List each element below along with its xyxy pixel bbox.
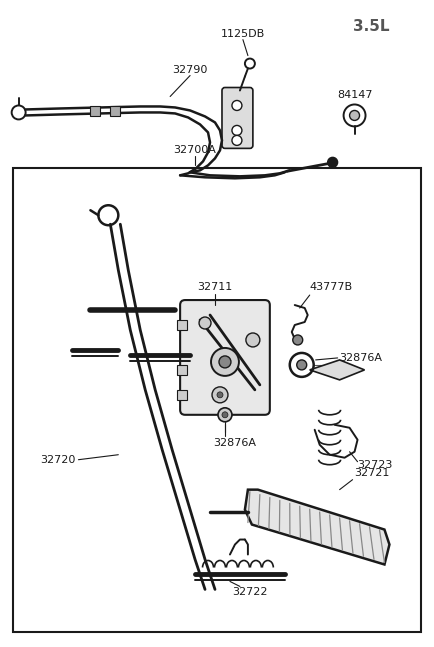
Text: 84147: 84147 xyxy=(337,91,372,100)
Bar xyxy=(177,390,187,400)
Circle shape xyxy=(218,408,232,422)
Text: 32723: 32723 xyxy=(358,460,393,470)
Circle shape xyxy=(246,333,260,347)
Circle shape xyxy=(232,100,242,111)
Bar xyxy=(177,365,187,375)
Circle shape xyxy=(232,126,242,135)
Circle shape xyxy=(212,387,228,403)
Bar xyxy=(13,168,421,632)
FancyBboxPatch shape xyxy=(180,300,270,415)
Text: 32876A: 32876A xyxy=(340,353,383,363)
Text: 3.5L: 3.5L xyxy=(353,19,389,34)
Circle shape xyxy=(217,392,223,398)
Circle shape xyxy=(199,317,211,329)
Circle shape xyxy=(293,335,303,345)
Circle shape xyxy=(232,135,242,146)
Circle shape xyxy=(211,348,239,376)
Text: 1125DB: 1125DB xyxy=(221,28,265,39)
Polygon shape xyxy=(245,490,389,564)
Circle shape xyxy=(349,111,359,120)
Text: 43777B: 43777B xyxy=(310,282,353,292)
Circle shape xyxy=(328,157,338,168)
Text: 32711: 32711 xyxy=(197,282,233,292)
Bar xyxy=(110,107,120,116)
FancyBboxPatch shape xyxy=(222,87,253,148)
Circle shape xyxy=(219,356,231,368)
Circle shape xyxy=(222,411,228,418)
Polygon shape xyxy=(310,360,365,380)
Text: 32720: 32720 xyxy=(40,455,76,465)
Bar xyxy=(90,107,100,116)
Bar xyxy=(177,320,187,330)
Text: 32700A: 32700A xyxy=(174,146,217,155)
Text: 32876A: 32876A xyxy=(214,438,256,448)
Text: 32722: 32722 xyxy=(232,587,268,597)
Circle shape xyxy=(297,360,307,370)
Text: 32721: 32721 xyxy=(355,468,390,477)
Text: 32790: 32790 xyxy=(172,65,208,74)
